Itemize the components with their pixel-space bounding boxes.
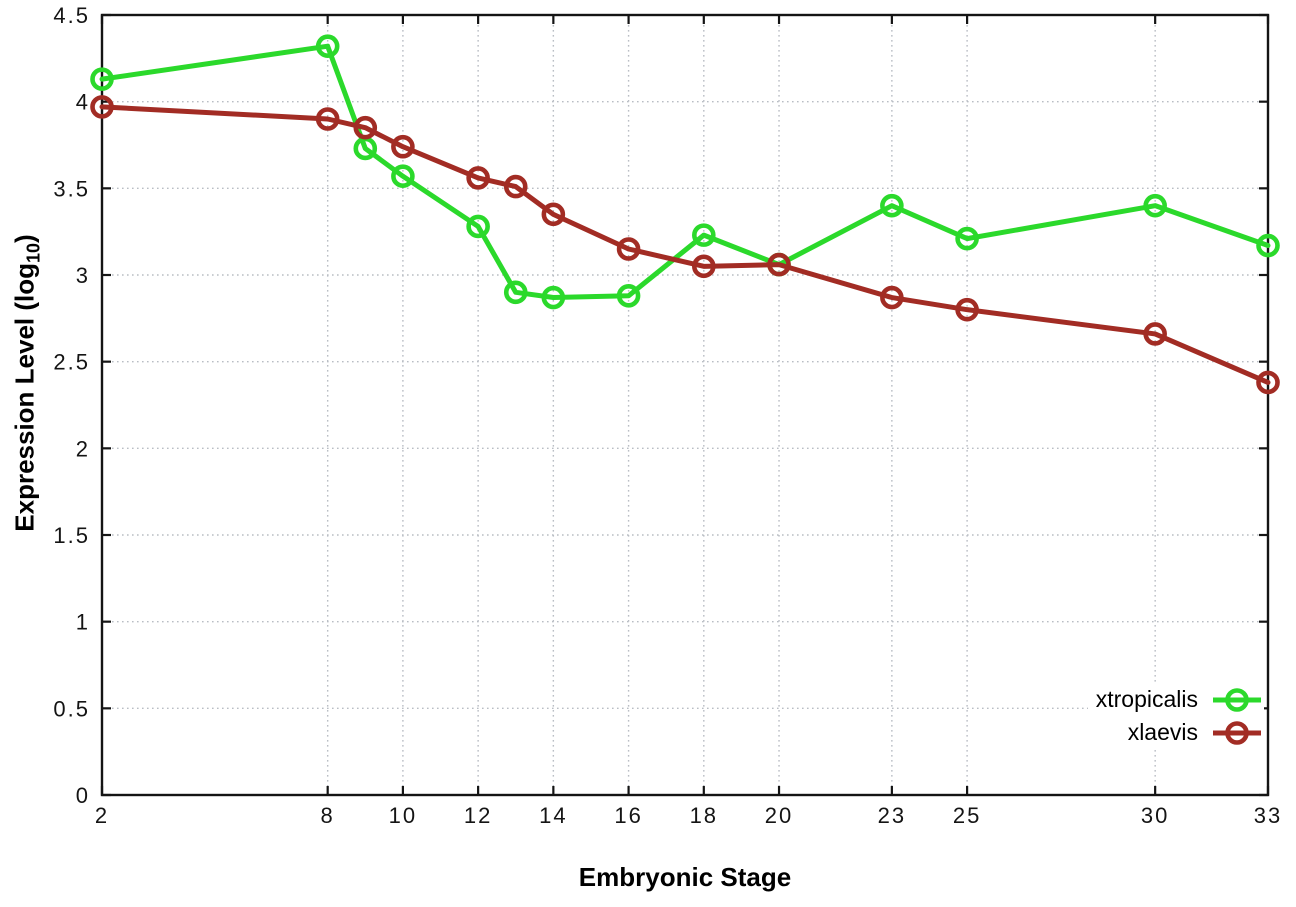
data-point-xlaevis-2 [90, 95, 114, 119]
data-point-xtropicalis-12 [466, 214, 490, 239]
y-tick-label-1.5: 1.5 [53, 523, 90, 548]
data-point-xtropicalis-10 [391, 164, 415, 188]
x-tick-label-18: 18 [690, 803, 718, 828]
y-tick-label-4: 4 [76, 90, 90, 115]
y-axis-title-text: Expression Level (log [9, 262, 40, 532]
data-point-xlaevis-10 [391, 134, 415, 159]
x-tick-label-20: 20 [765, 803, 793, 828]
x-tick-label-30: 30 [1141, 803, 1169, 828]
data-point-xlaevis-12 [466, 166, 490, 190]
data-point-xlaevis-9 [353, 115, 378, 140]
data-point-xlaevis-23 [880, 285, 904, 310]
y-tick-label-3: 3 [76, 263, 90, 288]
data-point-xlaevis-33 [1256, 370, 1280, 395]
y-tick-label-1: 1 [76, 610, 90, 635]
data-point-xtropicalis-2 [90, 67, 114, 91]
data-point-xtropicalis-13 [503, 280, 528, 305]
data-point-xlaevis-16 [616, 237, 641, 261]
y-tick-label-2.5: 2.5 [53, 350, 90, 375]
plot-border [100, 13, 1270, 797]
data-point-xlaevis-8 [315, 107, 340, 131]
data-point-xlaevis-25 [955, 297, 979, 322]
legend-label-xlaevis: xlaevis [1127, 719, 1198, 745]
x-tick-label-8: 8 [321, 803, 335, 828]
x-tick-label-23: 23 [878, 803, 906, 828]
data-point-xlaevis-13 [503, 174, 528, 199]
x-tick-label-16: 16 [614, 803, 642, 828]
y-axis-title: Expression Level (log10) [9, 234, 44, 531]
legend-marker-icon-xlaevis [1213, 720, 1261, 745]
y-tick-label-3.5: 3.5 [53, 176, 90, 201]
x-axis-title: Embryonic Stage [578, 862, 792, 892]
legend-marker-icon-xtropicalis [1213, 687, 1261, 712]
data-point-xtropicalis-18 [692, 223, 716, 247]
y-tick-label-4.5: 4.5 [53, 3, 90, 28]
data-point-xlaevis-20 [767, 252, 791, 277]
data-point-xlaevis-30 [1143, 322, 1167, 346]
data-point-xlaevis-14 [541, 202, 566, 227]
data-point-xtropicalis-16 [616, 283, 641, 308]
y-axis-title-close: ) [9, 234, 40, 243]
x-tick-label-12: 12 [464, 803, 492, 828]
data-point-xtropicalis-33 [1256, 233, 1280, 258]
series-line-xlaevis [99, 104, 1271, 385]
x-tick-label-33: 33 [1254, 803, 1282, 828]
data-point-xtropicalis-8 [315, 34, 340, 59]
legend-marker-shape [1225, 687, 1249, 712]
y-tick-label-2: 2 [76, 436, 90, 461]
y-tick-label-0: 0 [76, 783, 90, 808]
y-tick-label-0.5: 0.5 [53, 696, 90, 721]
data-point-xtropicalis-25 [955, 226, 979, 251]
x-tick-label-10: 10 [389, 803, 417, 828]
data-point-xtropicalis-14 [541, 285, 566, 310]
y-axis-title-subscript: 10 [23, 242, 44, 263]
legend-marker-shape [1225, 720, 1249, 745]
data-point-xtropicalis-30 [1143, 193, 1167, 218]
legend-item-xlaevis: xlaevis [1128, 716, 1264, 749]
legend-item-xtropicalis: xtropicalis [1096, 683, 1264, 716]
x-tick-label-25: 25 [953, 803, 981, 828]
x-tick-label-14: 14 [539, 803, 567, 828]
data-point-xlaevis-18 [692, 254, 716, 279]
x-tick-label-2: 2 [95, 803, 109, 828]
data-point-xtropicalis-23 [880, 193, 904, 218]
legend-label-xtropicalis: xtropicalis [1095, 686, 1198, 712]
legend: xtropicalis xlaevis [1087, 683, 1264, 749]
